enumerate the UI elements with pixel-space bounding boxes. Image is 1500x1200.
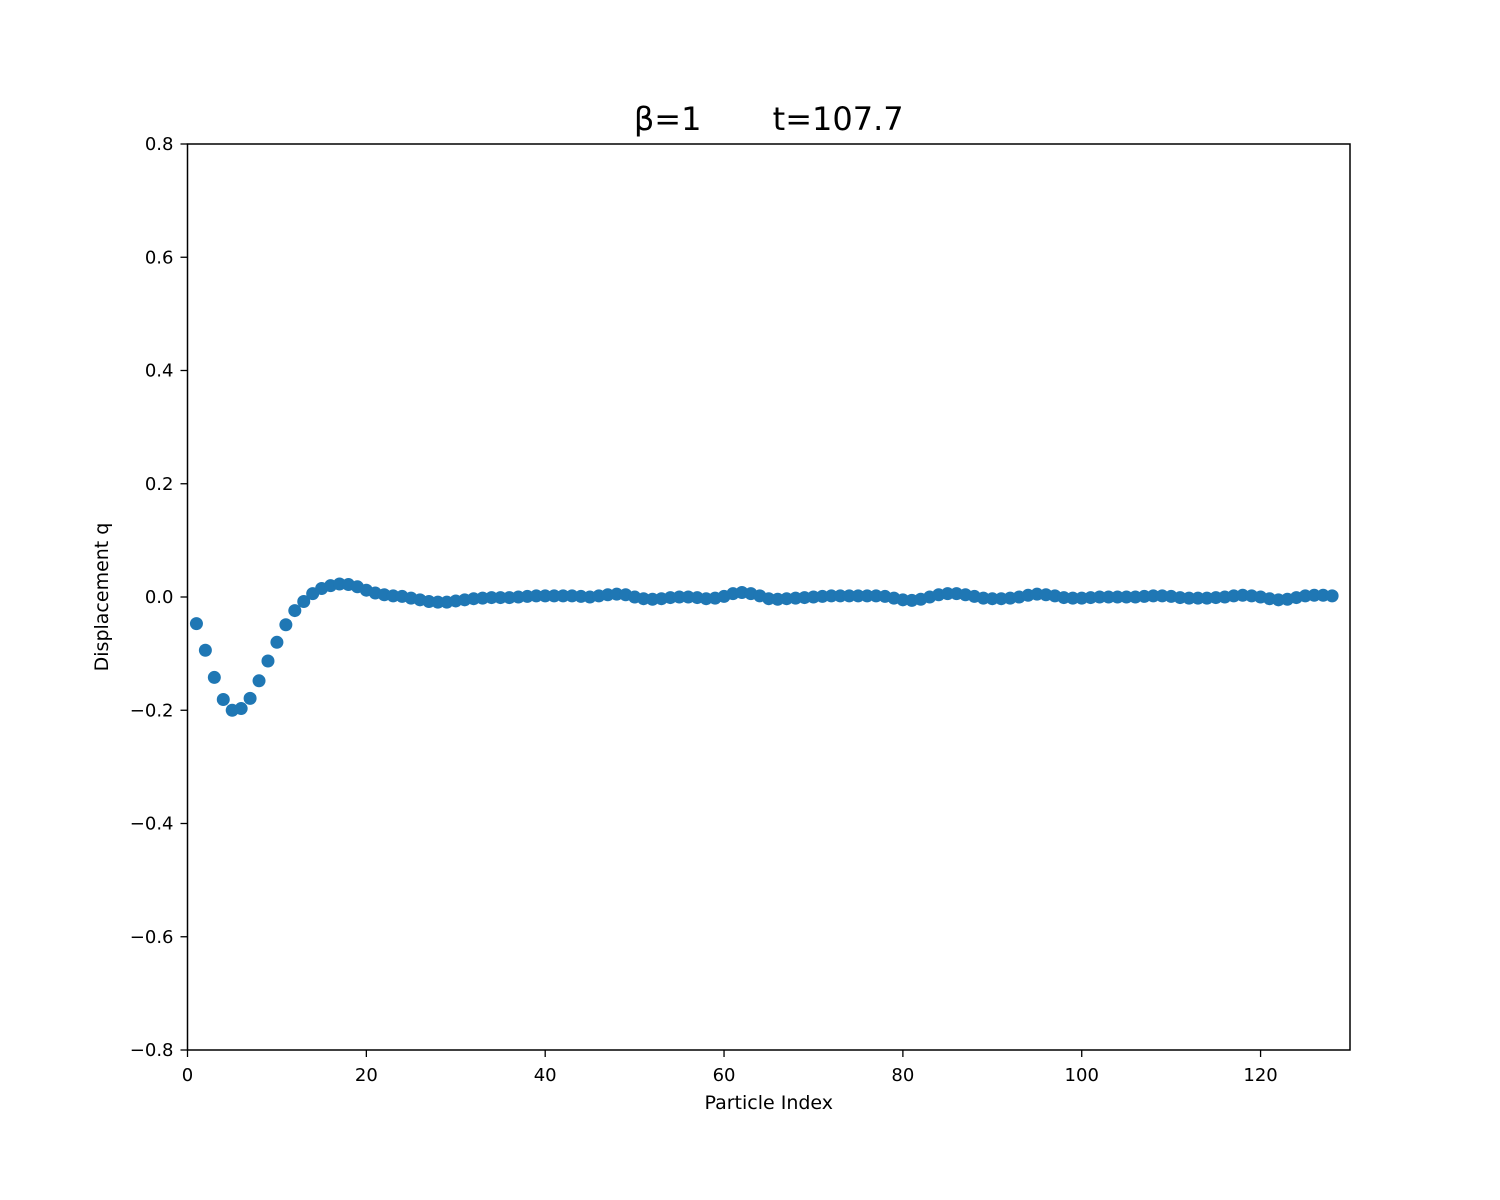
x-axis-ticks: 0 20 40 60 80 100 120 (182, 1050, 1278, 1086)
y-tick-label: −0.8 (130, 1040, 174, 1061)
data-point (252, 674, 266, 688)
data-point (216, 692, 230, 706)
data-point (243, 691, 257, 705)
x-axis-label: Particle Index (704, 1092, 833, 1114)
y-axis-label: Displacement q (91, 523, 113, 672)
data-point (1119, 590, 1133, 604)
x-tick-label: 80 (891, 1065, 914, 1086)
data-point (985, 592, 999, 606)
data-point (824, 589, 838, 603)
x-tick-label: 120 (1243, 1065, 1277, 1086)
data-point (556, 589, 570, 603)
chart-title: β=1 t=107.7 (634, 100, 904, 138)
data-point (288, 604, 302, 618)
data-point (538, 589, 552, 603)
data-point (547, 589, 561, 603)
data-point (261, 654, 275, 668)
y-tick-label: 0.0 (145, 587, 174, 608)
x-tick-label: 100 (1065, 1065, 1099, 1086)
data-point (189, 617, 203, 631)
data-point (207, 670, 221, 684)
x-tick-label: 60 (713, 1065, 736, 1086)
data-point (493, 591, 507, 605)
data-point (941, 587, 955, 601)
data-point (1307, 588, 1321, 602)
data-points (189, 577, 1339, 717)
y-tick-label: 0.8 (145, 134, 174, 155)
data-point (1066, 591, 1080, 605)
x-tick-label: 40 (534, 1065, 557, 1086)
data-point (234, 702, 248, 716)
data-point (851, 589, 865, 603)
y-tick-label: −0.6 (130, 927, 174, 948)
data-point (672, 590, 686, 604)
y-tick-label: −0.2 (130, 700, 174, 721)
data-point (842, 589, 856, 603)
data-point (1191, 591, 1205, 605)
data-point (1146, 589, 1160, 603)
y-axis-ticks: −0.8 −0.6 −0.4 −0.2 0.0 0.2 0.4 0.6 0.8 (130, 134, 188, 1061)
y-tick-label: 0.6 (145, 247, 174, 268)
x-tick-label: 20 (355, 1065, 378, 1086)
data-point (431, 595, 445, 609)
data-point (1182, 591, 1196, 605)
data-point (279, 618, 293, 632)
data-point (485, 591, 499, 605)
data-point (833, 589, 847, 603)
data-point (1111, 590, 1124, 604)
data-point (297, 595, 311, 609)
data-point (270, 635, 284, 649)
data-point (1102, 590, 1116, 604)
y-tick-label: −0.4 (130, 814, 174, 835)
data-point (1325, 589, 1339, 603)
data-point (198, 643, 212, 657)
data-point (860, 589, 874, 603)
y-tick-label: 0.2 (145, 474, 174, 495)
y-tick-label: 0.4 (145, 361, 174, 382)
x-tick-label: 0 (182, 1065, 193, 1086)
data-point (529, 589, 543, 603)
data-point (1093, 590, 1107, 604)
